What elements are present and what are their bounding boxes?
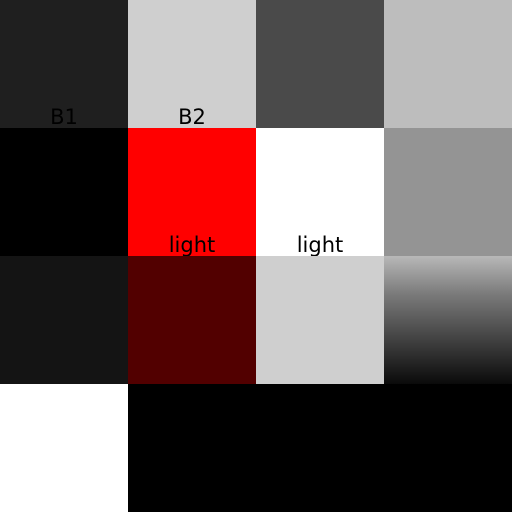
tile-r3c1 xyxy=(128,384,256,512)
tile-r1c3 xyxy=(384,128,512,256)
tile-r2c1 xyxy=(128,256,256,384)
tile-r3c0 xyxy=(0,384,128,512)
tile-r2c2 xyxy=(256,256,384,384)
tile-r3c3 xyxy=(384,384,512,512)
tile-r0c1: B2 xyxy=(128,0,256,128)
tile-r2c3-gradient xyxy=(384,256,512,384)
tile-r0c2 xyxy=(256,0,384,128)
tile-label-b1: B1 xyxy=(50,105,78,129)
tile-r3c2 xyxy=(256,384,384,512)
tile-r1c1: light xyxy=(128,128,256,256)
tile-label-light-white: light xyxy=(296,233,344,257)
tile-r1c0 xyxy=(0,128,128,256)
tile-r0c3 xyxy=(384,0,512,128)
tile-r1c2: light xyxy=(256,128,384,256)
tile-label-b2: B2 xyxy=(178,105,206,129)
tile-label-light-red: light xyxy=(168,233,216,257)
tile-r2c0 xyxy=(0,256,128,384)
tile-r0c0: B1 xyxy=(0,0,128,128)
